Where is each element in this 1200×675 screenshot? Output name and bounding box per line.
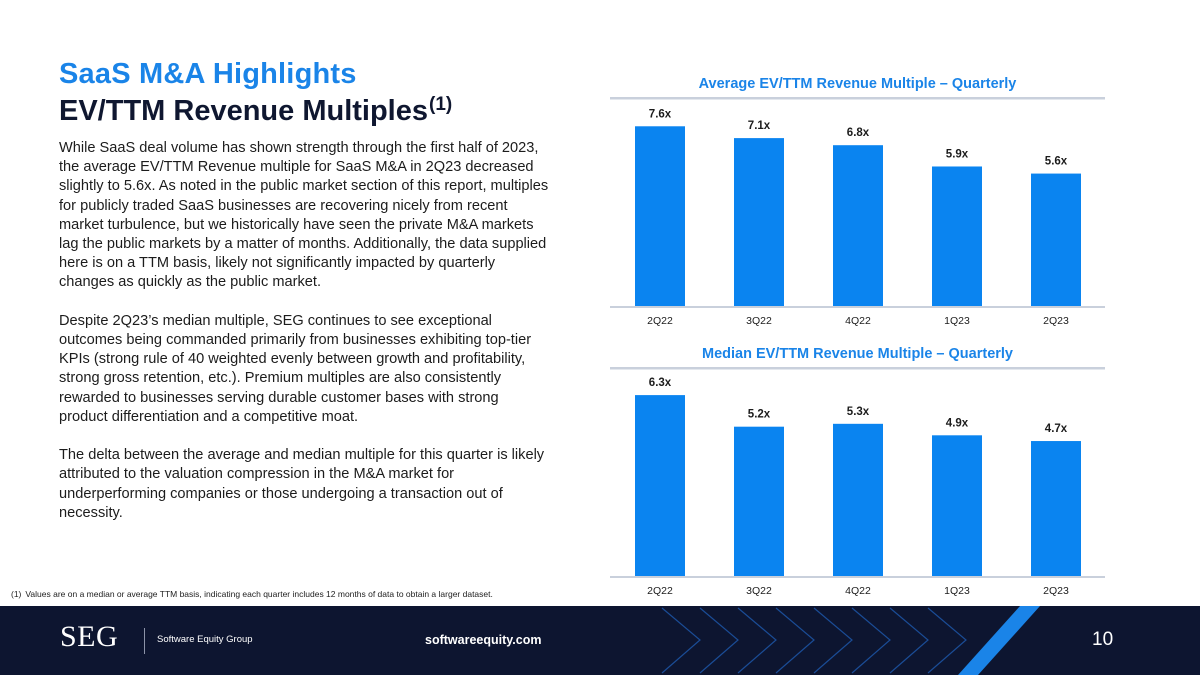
median-multiple-chart: Median EV/TTM Revenue Multiple – Quarter… <box>600 338 1115 598</box>
x-tick-label: 2Q23 <box>1043 315 1069 327</box>
data-label: 7.1x <box>748 120 771 132</box>
footnote-text: Values are on a median or average TTM ba… <box>25 589 493 599</box>
data-label: 5.2x <box>748 409 771 421</box>
data-label: 7.6x <box>649 108 672 120</box>
footnote: (1) Values are on a median or average TTM… <box>11 589 493 599</box>
website-link[interactable]: softwareequity.com <box>425 633 542 647</box>
section-kicker: SaaS M&A Highlights <box>59 58 357 90</box>
x-tick-label: 3Q22 <box>746 315 772 327</box>
body-paragraph-1: While SaaS deal volume has shown strengt… <box>59 140 549 291</box>
chart-title: Median EV/TTM Revenue Multiple – Quarter… <box>702 346 1013 362</box>
x-tick-label: 2Q22 <box>647 585 673 597</box>
data-label: 5.6x <box>1045 156 1068 168</box>
data-label: 5.9x <box>946 148 969 160</box>
bar-2Q22[interactable] <box>635 395 685 576</box>
chart-top-rule <box>610 97 1105 100</box>
bar-3Q22[interactable] <box>734 138 784 306</box>
average-multiple-chart: Average EV/TTM Revenue Multiple – Quarte… <box>600 68 1115 328</box>
body-paragraph-2: Despite 2Q23’s median multiple, SEG cont… <box>59 312 532 425</box>
chart-title: Average EV/TTM Revenue Multiple – Quarte… <box>699 76 1017 92</box>
x-tick-label: 1Q23 <box>944 315 970 327</box>
data-label: 4.7x <box>1045 423 1068 435</box>
bar-4Q22[interactable] <box>833 145 883 306</box>
data-label: 4.9x <box>946 417 969 429</box>
data-label: 6.3x <box>649 377 672 389</box>
chart-baseline <box>610 576 1105 578</box>
bar-1Q23[interactable] <box>932 435 982 576</box>
page-number: 10 <box>1092 629 1114 650</box>
x-tick-label: 1Q23 <box>944 585 970 597</box>
page-title-text: EV/TTM Revenue Multiples <box>59 95 428 127</box>
chart-svg: Average EV/TTM Revenue Multiple – Quarte… <box>610 76 1105 327</box>
x-tick-label: 3Q22 <box>746 585 772 597</box>
bar-3Q22[interactable] <box>734 426 784 576</box>
x-tick-label: 4Q22 <box>845 585 871 597</box>
bar-1Q23[interactable] <box>932 166 982 306</box>
title-footnote-marker: (1) <box>429 94 453 115</box>
bar-4Q22[interactable] <box>833 423 883 576</box>
data-label: 5.3x <box>847 406 870 418</box>
company-name: Software Equity Group <box>157 634 253 645</box>
chart-top-rule <box>610 367 1105 370</box>
bar-2Q23[interactable] <box>1031 173 1081 306</box>
body-paragraph-3: The delta between the average and median… <box>59 447 545 521</box>
footer-bar: SEG Software Equity Group softwareequity… <box>0 606 1200 675</box>
bar-2Q22[interactable] <box>635 126 685 306</box>
chart-svg: Median EV/TTM Revenue Multiple – Quarter… <box>610 346 1105 597</box>
footnote-number: (1) <box>11 589 22 599</box>
data-label: 6.8x <box>847 127 870 139</box>
bar-2Q23[interactable] <box>1031 441 1081 576</box>
x-tick-label: 2Q22 <box>647 315 673 327</box>
x-tick-label: 2Q23 <box>1043 585 1069 597</box>
body-text: While SaaS deal volume has shown strengt… <box>59 139 549 542</box>
seg-logo: SEG <box>60 620 119 653</box>
page-title: EV/TTM Revenue Multiples(1) <box>59 94 452 128</box>
x-tick-label: 4Q22 <box>845 315 871 327</box>
footer-chevron-decoration <box>661 606 1040 675</box>
logo-divider <box>144 628 145 654</box>
chart-baseline <box>610 306 1105 308</box>
